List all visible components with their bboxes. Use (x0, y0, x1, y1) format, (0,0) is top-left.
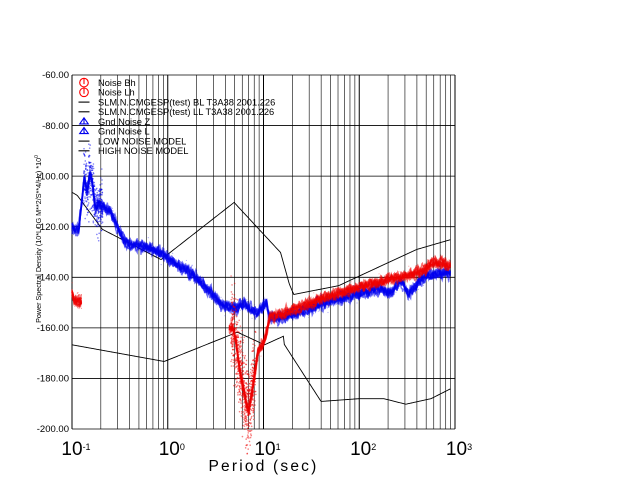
svg-text:Gnd Noise Z: Gnd Noise Z (98, 117, 151, 127)
svg-text:Noise Lh: Noise Lh (98, 88, 135, 98)
svg-text:-80.00: -80.00 (42, 121, 69, 132)
svg-text:Power Spectral Density (10*LOG: Power Spectral Density (10*LOG M**2/S**4… (34, 155, 43, 323)
svg-text:-160.00: -160.00 (37, 323, 69, 334)
svg-text:SLM.N.CMGESP(test) BL T3A3: SLM.N.CMGESP(test) BL T3A38 2001.226 (98, 97, 275, 107)
svg-text:SLM.N.CMGESP(test) LL T3A3: SLM.N.CMGESP(test) LL T3A38 2001.226 (98, 107, 274, 117)
svg-text:-200.00: -200.00 (37, 424, 69, 435)
svg-text:Gnd Noise L: Gnd Noise L (98, 127, 150, 137)
svg-text:Period (sec): Period (sec) (209, 458, 319, 475)
svg-text:HIGH NOISE MODEL: HIGH NOISE MODEL (98, 146, 188, 156)
svg-text:LOW NOISE MODEL: LOW NOISE MODEL (98, 136, 186, 146)
svg-text:-180.00: -180.00 (37, 374, 69, 385)
svg-text:-60.00: -60.00 (42, 70, 69, 81)
svg-text:Noise Bh: Noise Bh (98, 78, 136, 88)
